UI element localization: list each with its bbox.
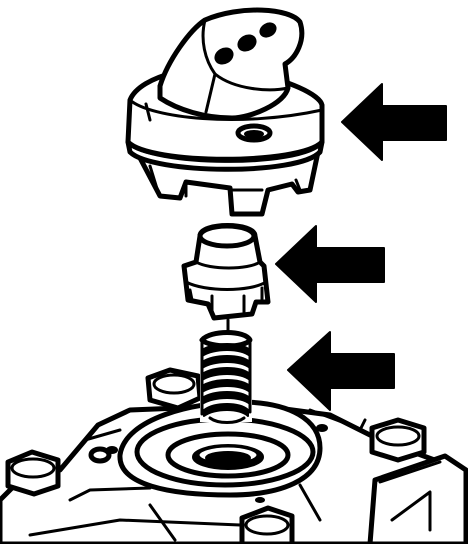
hex-bolt: [145, 367, 203, 411]
valve-piston: [181, 223, 271, 321]
pointer-arrow-piston: [275, 225, 385, 303]
hex-bolt: [369, 417, 427, 463]
coil-spring: [199, 318, 253, 424]
hex-bolt: [5, 449, 61, 497]
pointer-arrow-cover: [341, 83, 447, 161]
housing-cover: [125, 7, 325, 217]
valve-body: [0, 399, 468, 544]
pointer-arrow-spring: [287, 331, 395, 411]
hex-bolt: [239, 505, 295, 544]
screw-head: [88, 446, 112, 464]
